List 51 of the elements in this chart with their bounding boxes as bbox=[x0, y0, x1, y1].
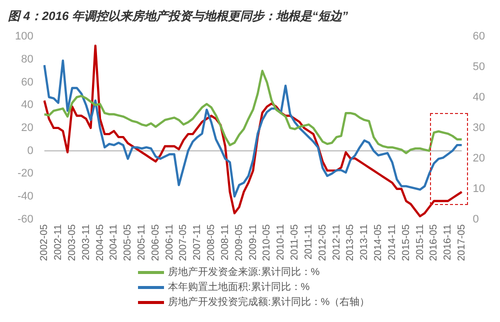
x-tick-label: 2003-11 bbox=[80, 224, 92, 260]
y2-tick-label: 30 bbox=[472, 122, 486, 134]
y-tick-label: 20 bbox=[21, 122, 34, 134]
x-tick-label: 2003-05 bbox=[66, 224, 78, 262]
x-tick-label: 2011-11 bbox=[303, 224, 314, 260]
legend-label: 房地产开发资金来源:累计同比：% bbox=[168, 266, 320, 280]
x-tick-label: 2002-11 bbox=[53, 224, 64, 260]
y2-tick-label: 20 bbox=[472, 152, 486, 164]
x-tick-label: 2004-05 bbox=[94, 224, 106, 262]
y2-tick-label: 40 bbox=[472, 92, 486, 104]
x-tick-label: 2005-05 bbox=[122, 224, 134, 262]
x-tick-label: 2010-11 bbox=[276, 224, 287, 260]
chart-title: 图 4：2016 年调控以来房地产投资与地根更同步：地根是“短边” bbox=[8, 8, 350, 25]
y-tick-label: -20 bbox=[17, 168, 34, 180]
x-tick-label: 2013-05 bbox=[345, 224, 356, 262]
x-tick-label: 2009-05 bbox=[234, 224, 245, 262]
x-tick-label: 2008-05 bbox=[206, 224, 218, 262]
x-tick-label: 2017-05 bbox=[456, 224, 468, 262]
legend-label: 房地产开发投资完成额:累计同比：%（右轴） bbox=[168, 296, 370, 310]
y-tick-label: 100 bbox=[14, 30, 34, 43]
x-tick-label: 2015-11 bbox=[414, 224, 426, 260]
x-tick-label: 2004-11 bbox=[108, 224, 120, 260]
x-tick-label: 2009-11 bbox=[248, 224, 259, 260]
y2-tick-label: 10 bbox=[472, 182, 486, 195]
x-tick-label: 2011-05 bbox=[290, 224, 301, 260]
x-tick-label: 2010-05 bbox=[262, 224, 273, 262]
y-tick-label: 60 bbox=[21, 76, 34, 88]
x-tick-label: 2012-05 bbox=[317, 224, 328, 262]
y2-tick-label: 60 bbox=[472, 30, 486, 43]
x-tick-label: 2005-11 bbox=[136, 224, 148, 260]
y-tick-label: 40 bbox=[21, 99, 34, 112]
x-tick-label: 2014-11 bbox=[386, 224, 398, 260]
y-tick-label: 80 bbox=[21, 53, 34, 66]
y2-tick-label: 0 bbox=[472, 213, 479, 226]
x-tick-label: 2007-11 bbox=[192, 224, 204, 260]
x-tick-label: 2012-11 bbox=[331, 224, 342, 260]
x-tick-label: 2016-11 bbox=[442, 224, 454, 260]
x-tick-label: 2013-11 bbox=[359, 224, 370, 260]
y2-tick-label: 50 bbox=[472, 61, 486, 74]
x-tick-label: 2014-05 bbox=[373, 224, 384, 262]
x-tick-label: 2006-05 bbox=[150, 224, 162, 262]
x-tick-label: 2015-05 bbox=[400, 224, 412, 262]
y-tick-label: 0 bbox=[27, 144, 34, 157]
y-tick-label: -40 bbox=[17, 190, 34, 202]
x-tick-label: 2002-05 bbox=[39, 224, 50, 262]
x-tick-label: 2016-05 bbox=[428, 224, 440, 262]
legend-label: 本年购置土地面积:累计同比：% bbox=[168, 280, 310, 295]
x-tick-label: 2008-11 bbox=[220, 224, 231, 260]
y-tick-label: -60 bbox=[17, 213, 34, 226]
x-tick-label: 2007-05 bbox=[178, 224, 190, 262]
x-tick-label: 2006-11 bbox=[164, 224, 176, 260]
